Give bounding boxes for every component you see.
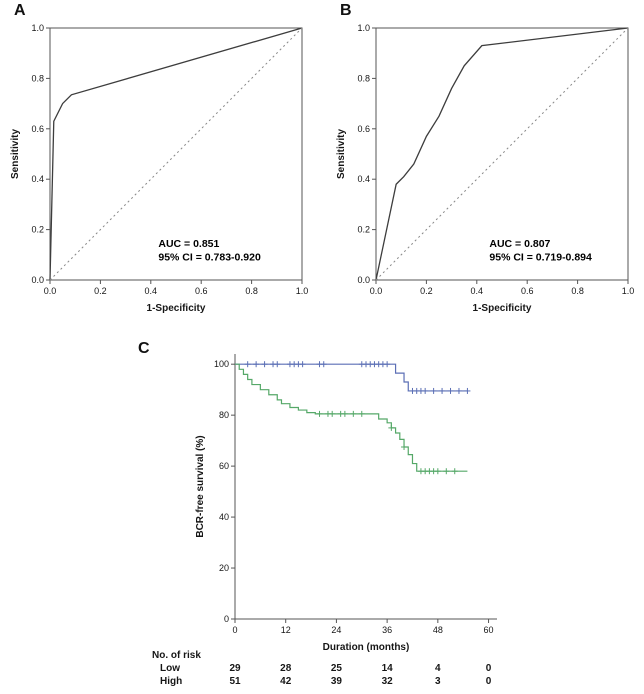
svg-text:60: 60	[484, 625, 494, 635]
svg-text:0.2: 0.2	[357, 225, 370, 235]
svg-text:High: High	[160, 676, 182, 687]
svg-text:0.2: 0.2	[31, 225, 44, 235]
svg-text:0.6: 0.6	[31, 124, 44, 134]
svg-text:BCR-free survival (%): BCR-free survival (%)	[195, 435, 206, 537]
svg-text:42: 42	[280, 676, 292, 687]
roc-chart-panel-b: 0.0 0.2 0.4 0.6 0.8 1.0 0.0 0.2 0.4 0.6 0.8 1.0 1-Sp…	[336, 23, 635, 314]
svg-text:1.0: 1.0	[296, 286, 309, 296]
svg-text:0.8: 0.8	[245, 286, 258, 296]
panel-label-a: A	[14, 2, 26, 19]
svg-text:0.8: 0.8	[357, 73, 370, 83]
svg-text:1-Specificity: 1-Specificity	[473, 303, 532, 314]
svg-text:AUC = 0.851: AUC = 0.851	[158, 238, 219, 250]
svg-text:29: 29	[229, 663, 241, 674]
svg-text:AUC = 0.807: AUC = 0.807	[489, 238, 550, 250]
svg-text:1.0: 1.0	[622, 286, 635, 296]
svg-text:0: 0	[486, 676, 492, 687]
svg-text:40: 40	[219, 512, 229, 522]
svg-text:0.8: 0.8	[31, 73, 44, 83]
svg-text:0.4: 0.4	[357, 174, 370, 184]
svg-text:0: 0	[486, 663, 492, 674]
svg-text:14: 14	[382, 663, 394, 674]
svg-text:24: 24	[331, 625, 341, 635]
svg-text:0.2: 0.2	[94, 286, 107, 296]
svg-text:Low: Low	[160, 663, 180, 674]
svg-text:80: 80	[219, 410, 229, 420]
svg-text:Sensitivity: Sensitivity	[10, 129, 21, 179]
svg-text:25: 25	[331, 663, 343, 674]
svg-text:0.6: 0.6	[521, 286, 534, 296]
svg-text:100: 100	[214, 359, 229, 369]
roc-chart-panel-a: 0.0 0.2 0.4 0.6 0.8 1.0 0.0 0.2 0.4 0.6 0.8 1.0 1-Sp…	[10, 23, 309, 314]
svg-text:0.6: 0.6	[195, 286, 208, 296]
svg-text:0: 0	[224, 614, 229, 624]
svg-text:51: 51	[229, 676, 241, 687]
svg-text:28: 28	[280, 663, 292, 674]
svg-text:0.4: 0.4	[31, 174, 44, 184]
svg-text:4: 4	[435, 663, 441, 674]
svg-text:Duration (months): Duration (months)	[323, 642, 410, 653]
svg-text:0: 0	[232, 625, 237, 635]
panel-label-b: B	[340, 2, 352, 19]
svg-text:36: 36	[382, 625, 392, 635]
svg-text:0.0: 0.0	[44, 286, 57, 296]
svg-text:Sensitivity: Sensitivity	[336, 129, 347, 179]
svg-text:95% CI = 0.719-0.894: 95% CI = 0.719-0.894	[489, 252, 592, 264]
svg-text:0.0: 0.0	[357, 275, 370, 285]
svg-text:0.8: 0.8	[571, 286, 584, 296]
svg-text:0.0: 0.0	[31, 275, 44, 285]
svg-text:No. of risk: No. of risk	[152, 650, 201, 661]
svg-text:0.6: 0.6	[357, 124, 370, 134]
svg-text:1.0: 1.0	[357, 23, 370, 33]
svg-text:60: 60	[219, 461, 229, 471]
svg-text:48: 48	[433, 625, 443, 635]
svg-text:39: 39	[331, 676, 343, 687]
svg-text:0.4: 0.4	[471, 286, 484, 296]
svg-text:1.0: 1.0	[31, 23, 44, 33]
svg-text:0.4: 0.4	[145, 286, 158, 296]
svg-text:0.2: 0.2	[420, 286, 433, 296]
svg-text:0.0: 0.0	[370, 286, 383, 296]
svg-text:32: 32	[382, 676, 394, 687]
svg-text:12: 12	[281, 625, 291, 635]
svg-text:3: 3	[435, 676, 441, 687]
svg-text:20: 20	[219, 563, 229, 573]
panel-label-c: C	[138, 340, 150, 357]
svg-text:1-Specificity: 1-Specificity	[147, 303, 206, 314]
svg-text:95% CI = 0.783-0.920: 95% CI = 0.783-0.920	[158, 252, 261, 264]
